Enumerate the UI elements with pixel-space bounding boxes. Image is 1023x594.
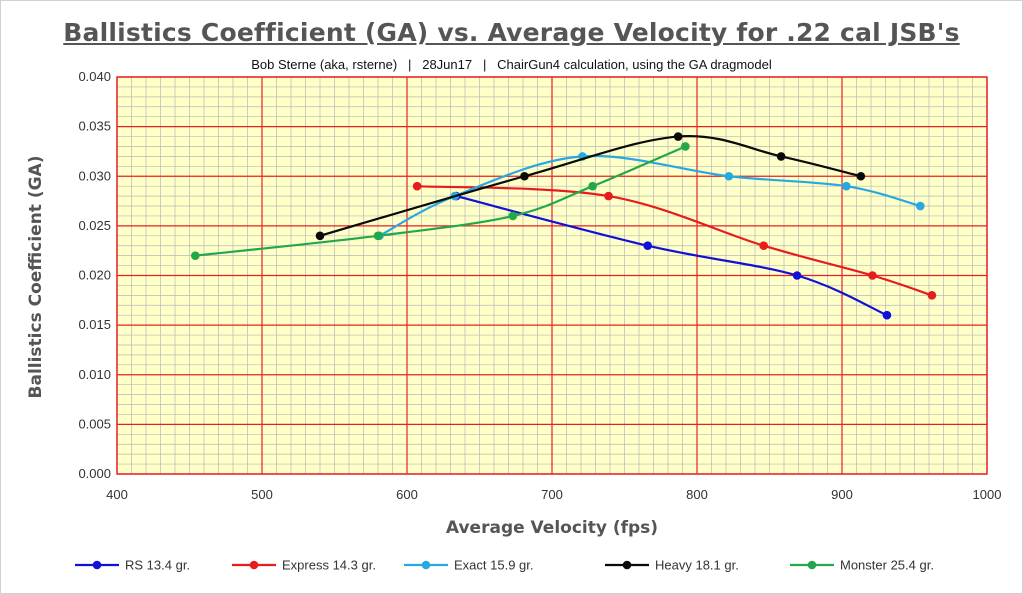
x-tick-label: 800 [686, 487, 708, 502]
chart-subtitle: Bob Sterne (aka, rsterne) | 28Jun17 | Ch… [251, 57, 772, 72]
data-point-express [412, 181, 422, 191]
legend-swatch-marker [249, 560, 259, 570]
legend-item-exact: Exact 15.9 gr. [404, 558, 534, 573]
legend-label: Heavy 18.1 gr. [655, 558, 739, 573]
legend-item-rs: RS 13.4 gr. [75, 558, 190, 573]
data-point-rs [792, 271, 802, 280]
x-tick-label: 700 [541, 487, 563, 502]
legend-item-heavy: Heavy 18.1 gr. [605, 558, 739, 573]
data-point-monster [373, 231, 383, 241]
data-point-monster [191, 251, 200, 260]
data-point-rs [882, 310, 892, 320]
data-point-monster [508, 211, 518, 221]
x-tick-label: 1000 [973, 487, 1002, 502]
y-tick-label: 0.015 [78, 317, 111, 332]
y-axis-label: Ballistics Coefficient (GA) [26, 156, 46, 399]
y-tick-label: 0.030 [78, 168, 111, 183]
plot-border [116, 76, 988, 475]
legend-swatch-marker [807, 560, 817, 570]
data-point-rs [643, 241, 652, 251]
data-point-express [868, 271, 877, 280]
legend-item-monster: Monster 25.4 gr. [790, 558, 934, 573]
y-tick-label: 0.025 [78, 218, 111, 233]
legend-swatch-marker [421, 560, 431, 570]
legend-swatch-marker [622, 560, 632, 570]
y-tick-label: 0.035 [78, 119, 111, 134]
legend-item-express: Express 14.3 gr. [232, 558, 376, 573]
y-tick-label: 0.010 [78, 367, 111, 382]
y-tick-label: 0.005 [78, 416, 111, 431]
x-axis-label: Average Velocity (fps) [446, 518, 658, 538]
legend-label: Express 14.3 gr. [282, 558, 376, 573]
y-tick-label: 0.000 [78, 466, 111, 481]
legend-label: Monster 25.4 gr. [840, 558, 934, 573]
data-point-exact [842, 181, 851, 191]
legend-swatch-marker [92, 560, 102, 570]
data-point-exact [724, 171, 734, 181]
data-point-exact [916, 201, 925, 211]
data-point-monster [588, 181, 597, 191]
legend-label: Exact 15.9 gr. [454, 558, 534, 573]
series-heavy [315, 132, 866, 241]
data-point-heavy [673, 132, 683, 141]
series-monster [191, 142, 690, 260]
data-point-express [604, 191, 613, 201]
series-line-heavy [319, 135, 862, 237]
data-point-express [927, 291, 937, 300]
data-point-heavy [520, 171, 529, 181]
y-tick-label: 0.020 [78, 268, 111, 283]
x-tick-label: 600 [396, 487, 418, 502]
y-tick-label: 0.040 [78, 69, 111, 84]
x-tick-label: 500 [251, 487, 273, 502]
data-point-heavy [856, 171, 866, 181]
data-point-monster [681, 142, 690, 151]
x-tick-label: 400 [106, 487, 128, 502]
chart-title: Ballistics Coefficient (GA) vs. Average … [63, 18, 960, 47]
x-tick-label: 900 [831, 487, 853, 502]
series-line-monster [195, 145, 686, 257]
series-line-rs [456, 195, 888, 317]
legend-label: RS 13.4 gr. [125, 558, 190, 573]
data-point-heavy [315, 231, 325, 241]
series-express [412, 181, 937, 300]
data-point-express [759, 241, 768, 251]
data-point-heavy [776, 152, 786, 161]
